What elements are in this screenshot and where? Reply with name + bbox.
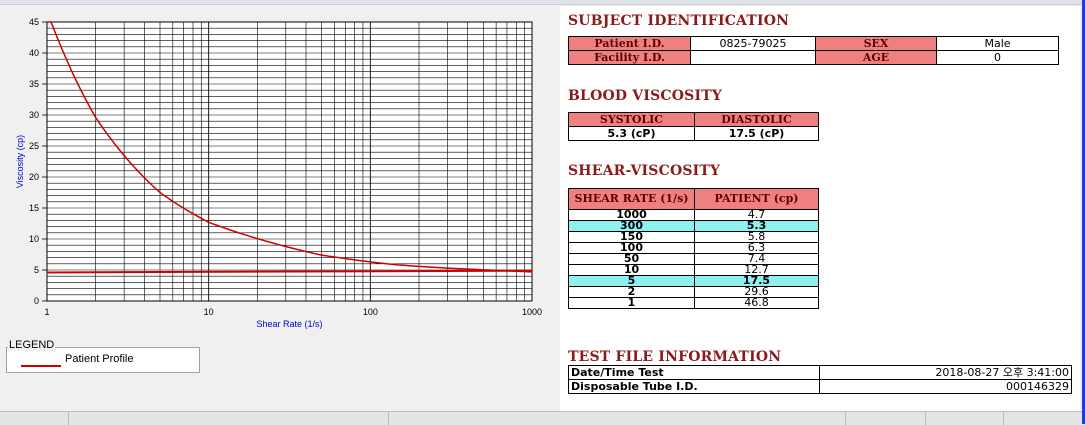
table-row: 10 12.7 xyxy=(568,264,819,276)
subject-identification-title: SUBJECT IDENTIFICATION xyxy=(568,13,790,29)
patient-id-value: 0825-79025 xyxy=(690,36,816,51)
status-bar-divider xyxy=(68,412,69,425)
series-line-patient-profile xyxy=(47,21,533,273)
y-tick-label: 25 xyxy=(29,141,39,151)
legend-box: Patient Profile xyxy=(6,347,200,373)
test-file-information-title: TEST FILE INFORMATION xyxy=(568,349,782,365)
test-file-table: Date/Time Test 2018-08-27 오후 3:41:00 Dis… xyxy=(568,365,1072,394)
table-row-highlight: 300 5.3 xyxy=(568,220,819,232)
status-bar-divider xyxy=(1003,412,1004,425)
table-row: 150 5.8 xyxy=(568,231,819,243)
shear-viscosity-table: SHEAR RATE (1/s) PATIENT (cp) 1000 4.7 30… xyxy=(568,188,819,309)
tube-id-value: 000146329 xyxy=(819,379,1072,394)
window-border xyxy=(1082,0,1085,424)
table-row-highlight: 5 17.5 xyxy=(568,275,819,287)
y-axis-label: Viscosity (cp) xyxy=(15,135,25,188)
blood-viscosity-title: BLOOD VISCOSITY xyxy=(568,88,723,104)
table-row: 50 7.4 xyxy=(568,253,819,265)
legend-label-patient-profile: Patient Profile xyxy=(65,353,134,365)
status-bar-divider xyxy=(925,412,926,425)
tube-id-label: Disposable Tube I.D. xyxy=(568,379,820,394)
x-tick-label: 10 xyxy=(204,307,214,317)
patient-id-label: Patient I.D. xyxy=(568,36,691,51)
chart-svg: 0 5 10 15 20 25 30 35 40 45 1 10 100 1000 Shear Rate (… xyxy=(15,17,542,329)
facility-id-label: Facility I.D. xyxy=(568,50,691,65)
reference-line xyxy=(46,269,533,274)
y-tick-label: 15 xyxy=(29,203,39,213)
systolic-label: SYSTOLIC xyxy=(568,112,695,127)
y-tick-label: 30 xyxy=(29,110,39,120)
table-row: 1000 4.7 xyxy=(568,209,819,221)
age-value: 0 xyxy=(936,50,1059,65)
legend-line-patient-profile xyxy=(21,365,61,367)
viscosity-chart: 0 5 10 15 20 25 30 35 40 45 1 10 100 1000 Shear Rate (… xyxy=(6,10,555,335)
age-label: AGE xyxy=(815,50,937,65)
y-tick-label: 35 xyxy=(29,79,39,89)
shear-rate-cell: 1 xyxy=(568,297,695,309)
shear-viscosity-title: SHEAR-VISCOSITY xyxy=(568,163,721,179)
report-panel: SUBJECT IDENTIFICATION Patient I.D. 0825… xyxy=(560,6,1080,411)
y-tick-label: 20 xyxy=(29,172,39,182)
legend-title: LEGEND xyxy=(8,339,56,351)
status-bar-divider xyxy=(388,412,389,425)
y-tick-label: 40 xyxy=(29,48,39,58)
sex-value: Male xyxy=(936,36,1059,51)
table-row: 1 46.8 xyxy=(568,297,819,309)
facility-id-value xyxy=(690,50,816,65)
plot-area xyxy=(46,21,533,302)
sex-label: SEX xyxy=(815,36,937,51)
systolic-value: 5.3 (cP) xyxy=(568,126,695,141)
y-tick-label: 0 xyxy=(34,296,39,306)
patient-cp-header: PATIENT (cp) xyxy=(694,188,819,210)
shear-rate-header: SHEAR RATE (1/s) xyxy=(568,188,695,210)
table-row: 100 6.3 xyxy=(568,242,819,254)
status-bar xyxy=(0,411,1085,425)
y-tick-label: 45 xyxy=(29,17,39,27)
y-tick-label: 5 xyxy=(34,265,39,275)
diastolic-value: 17.5 (cP) xyxy=(694,126,819,141)
x-tick-label: 100 xyxy=(363,307,378,317)
subject-table: Patient I.D. 0825-79025 SEX Male Facilit… xyxy=(568,36,1059,65)
blood-viscosity-table: SYSTOLIC DIASTOLIC 5.3 (cP) 17.5 (cP) xyxy=(568,112,819,141)
x-axis-label: Shear Rate (1/s) xyxy=(256,319,322,329)
datetime-label: Date/Time Test xyxy=(568,365,820,380)
diastolic-label: DIASTOLIC xyxy=(694,112,819,127)
datetime-value: 2018-08-27 오후 3:41:00 xyxy=(819,365,1072,380)
table-row: 2 29.6 xyxy=(568,286,819,298)
top-border xyxy=(0,0,1085,5)
status-bar-divider xyxy=(845,412,846,425)
x-tick-label: 1000 xyxy=(522,307,542,317)
patient-value-cell: 46.8 xyxy=(694,297,819,309)
x-tick-label: 1 xyxy=(44,307,49,317)
y-tick-label: 10 xyxy=(29,234,39,244)
